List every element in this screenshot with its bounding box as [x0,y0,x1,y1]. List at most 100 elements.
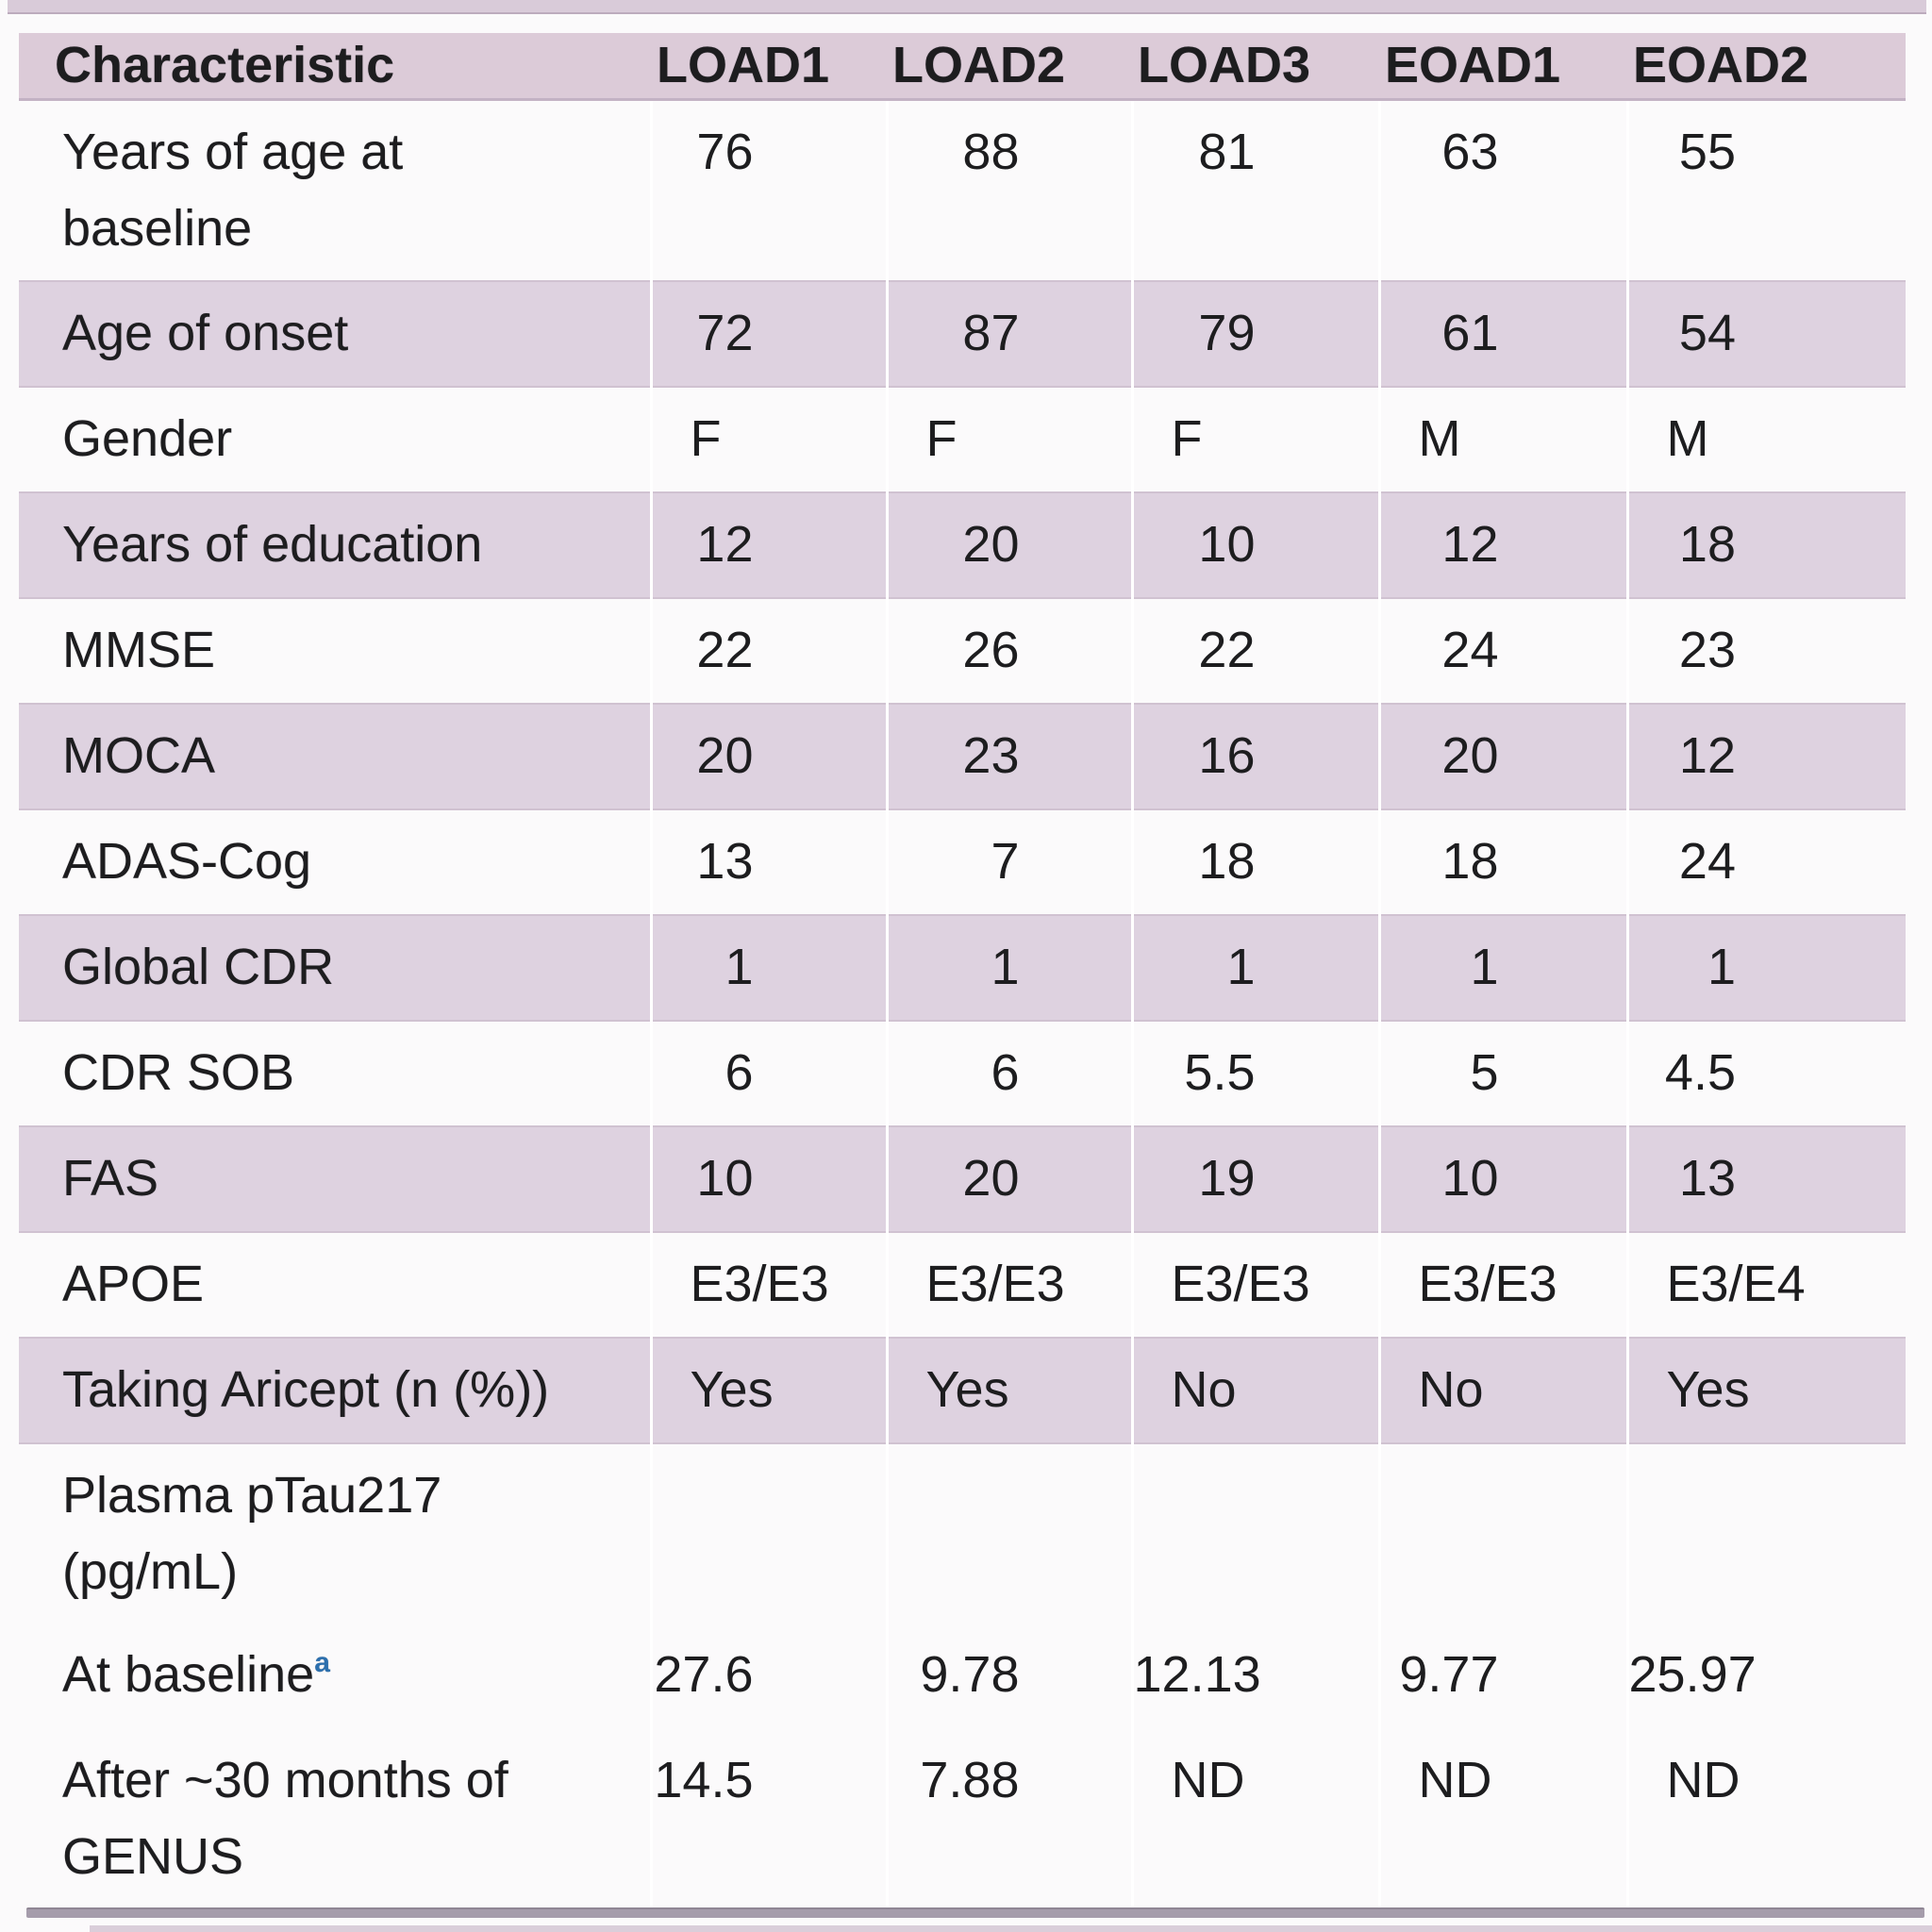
table-cell: 1 [1625,913,1906,1022]
table-row: Plasma pTau217 (pg/mL) [19,1442,1906,1624]
column-header-characteristic: Characteristic [19,33,651,101]
table-cell: 9.78 [885,1623,1132,1729]
table-cell: 61 [1377,279,1627,388]
row-label: At baselinea [19,1624,651,1729]
table-cell: 25.97 [1625,1623,1906,1729]
table-cell: 20 [885,491,1132,599]
table-cell: No [1130,1336,1379,1444]
row-label-text: At baseline [62,1645,315,1703]
row-label-text: ADAS-Cog [62,832,312,890]
column-header: LOAD2 [887,33,1132,101]
row-label: APOE [19,1232,651,1338]
row-label: Gender [19,387,651,492]
table-cell [649,1442,887,1624]
table-row: FAS 10 20 19 10 13 [19,1124,1906,1233]
table-cell: 12 [649,491,887,599]
row-label: Years of education [19,491,651,599]
table-cell: 16 [1130,702,1379,810]
table-row: MOCA 20 23 16 20 12 [19,702,1906,810]
table-cell: Yes [1625,1336,1906,1444]
table-cell: 7.88 [885,1728,1132,1908]
row-label: MOCA [19,702,651,810]
table-cell: 81 [1130,99,1379,281]
table-cell: M [1377,386,1627,492]
top-edge-band [8,0,1926,14]
table-cell: 79 [1130,279,1379,388]
table-cell: 12 [1377,491,1627,599]
table-cell: M [1625,386,1906,492]
column-header: LOAD3 [1132,33,1379,101]
table-cell: 63 [1377,99,1627,281]
table-cell: 55 [1625,99,1906,281]
table-row: Gender F F F M M [19,386,1906,492]
table-row: ADAS-Cog 13 7 18 18 24 [19,808,1906,915]
table-cell: 87 [885,279,1132,388]
table-cell: E3/E3 [649,1231,887,1338]
row-label-text: Taking Aricept (n (%)) [62,1360,550,1418]
table-cell: 23 [1625,597,1906,704]
table-row: MMSE 22 26 22 24 23 [19,597,1906,704]
table-row: At baselinea 27.6 9.78 12.13 9.77 25.97 [19,1623,1906,1729]
table-cell: 1 [1130,913,1379,1022]
row-label-text: Years of education [62,515,483,573]
table-cell: Yes [649,1336,887,1444]
table-cell: 10 [1377,1124,1627,1233]
table-cell: 20 [1377,702,1627,810]
table-cell: 9.77 [1377,1623,1627,1729]
row-label: Global CDR [19,913,651,1022]
table-cell [885,1442,1132,1624]
table-row: CDR SOB 6 6 5.5 5 4.5 [19,1020,1906,1126]
column-header: EOAD2 [1627,33,1906,101]
row-label: FAS [19,1124,651,1233]
table-cell: F [649,386,887,492]
table-cell: 26 [885,597,1132,704]
row-label-text: Plasma pTau217 (pg/mL) [62,1466,442,1600]
footnote-marker: a [314,1646,330,1678]
table-cell: E3/E3 [1130,1231,1379,1338]
table-row: Global CDR 1 1 1 1 1 [19,913,1906,1022]
table-cell: 22 [1130,597,1379,704]
table-cell: 20 [649,702,887,810]
table-cell [1625,1442,1906,1624]
row-label-text: CDR SOB [62,1043,295,1101]
table-cell: 12 [1625,702,1906,810]
table-row: After ~30 months of GENUS 14.5 7.88 ND ND ND [19,1728,1906,1908]
table-cell: 54 [1625,279,1906,388]
row-label-text: APOE [62,1255,205,1312]
table-cell: 1 [1377,913,1627,1022]
table-cell: Yes [885,1336,1132,1444]
table-cell: 18 [1625,491,1906,599]
row-label: After ~30 months of GENUS [19,1729,651,1908]
table-cell: 5 [1377,1020,1627,1126]
table-cell: 18 [1377,808,1627,915]
row-label: Years of age at baseline [19,99,651,281]
table-cell: E3/E3 [885,1231,1132,1338]
table-cell: 1 [649,913,887,1022]
table-cell: 10 [649,1124,887,1233]
table-cell: 88 [885,99,1132,281]
row-label: MMSE [19,598,651,704]
table-cell [1130,1442,1379,1624]
table-body: Years of age at baseline 76 88 81 63 55 Age of… [19,99,1906,1908]
bottom-rule [26,1907,1924,1918]
table-cell: 27.6 [649,1623,887,1729]
row-label-text: FAS [62,1149,159,1207]
table-cell: 1 [885,913,1132,1022]
table-cell: 6 [885,1020,1132,1126]
table-cell: 14.5 [649,1728,887,1908]
row-label-text: MOCA [62,726,215,784]
table-cell: 72 [649,279,887,388]
table-cell: ND [1130,1728,1379,1908]
table-cell: 13 [649,808,887,915]
column-header: LOAD1 [651,33,887,101]
table-cell: 24 [1377,597,1627,704]
bottom-edge-sliver [90,1925,1932,1932]
table-cell: F [1130,386,1379,492]
row-label-text: Years of age at baseline [62,123,404,257]
row-label: ADAS-Cog [19,809,651,915]
table-row: Years of education 12 20 10 12 18 [19,491,1906,599]
table-cell: 6 [649,1020,887,1126]
table-row: Years of age at baseline 76 88 81 63 55 [19,99,1906,281]
table-cell: ND [1377,1728,1627,1908]
